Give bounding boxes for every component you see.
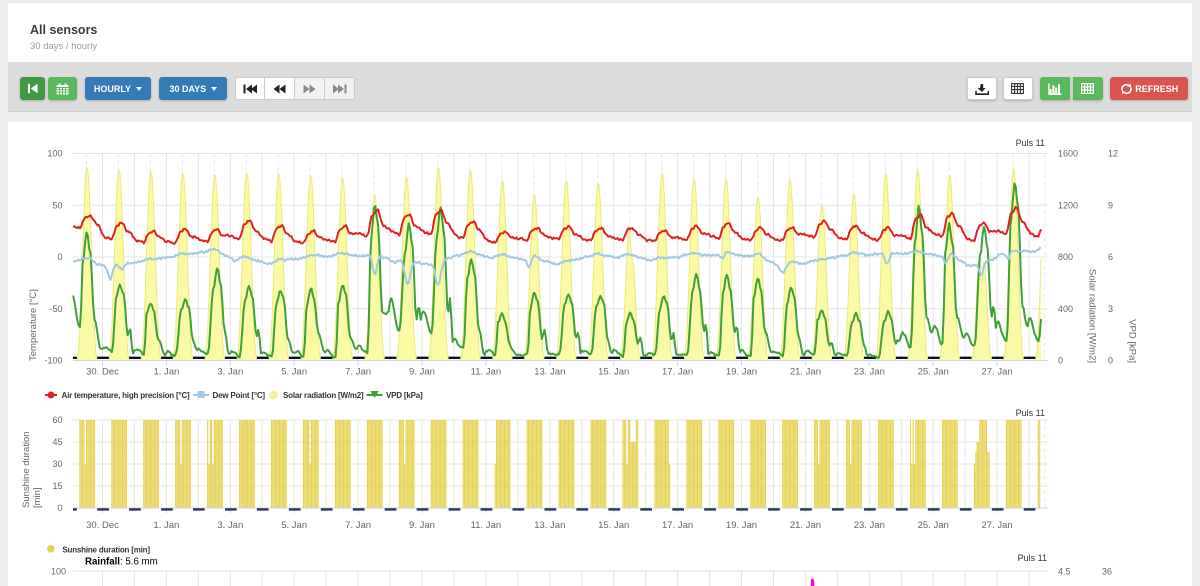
svg-text:36: 36 <box>1102 567 1112 577</box>
svg-text:Sunshine duration [min]: Sunshine duration [min] <box>62 545 150 554</box>
svg-text:0: 0 <box>57 503 62 513</box>
svg-text:50: 50 <box>52 200 62 210</box>
svg-text:9. Jan: 9. Jan <box>409 367 435 378</box>
svg-text:1200: 1200 <box>1058 200 1078 210</box>
svg-text:Puls 11: Puls 11 <box>1016 138 1045 148</box>
svg-text:4.5: 4.5 <box>1058 567 1071 577</box>
svg-text:27. Jan: 27. Jan <box>982 520 1013 531</box>
svg-text:19. Jan: 19. Jan <box>726 367 757 378</box>
svg-text:VPD [kPa]: VPD [kPa] <box>1127 319 1138 363</box>
svg-text:15: 15 <box>52 481 62 491</box>
svg-text:VPD [kPa]: VPD [kPa] <box>386 391 423 400</box>
svg-text:Sunshine duration: Sunshine duration <box>21 431 32 508</box>
svg-text:7. Jan: 7. Jan <box>345 367 371 378</box>
svg-text:21. Jan: 21. Jan <box>790 367 821 378</box>
svg-text:11. Jan: 11. Jan <box>471 520 501 531</box>
svg-text:-100: -100 <box>44 356 62 366</box>
svg-text:Puls 11: Puls 11 <box>1018 553 1047 563</box>
svg-text:-50: -50 <box>49 304 62 314</box>
svg-text:1. Jan: 1. Jan <box>153 520 179 531</box>
svg-text:45: 45 <box>52 437 62 447</box>
svg-text:0: 0 <box>1108 356 1113 366</box>
svg-text:30. Dec: 30. Dec <box>86 520 119 531</box>
svg-text:17. Jan: 17. Jan <box>662 520 693 531</box>
svg-text:5. Jan: 5. Jan <box>281 367 307 378</box>
svg-text:15. Jan: 15. Jan <box>598 367 629 378</box>
svg-text:100: 100 <box>47 149 62 159</box>
svg-text:21. Jan: 21. Jan <box>790 520 821 531</box>
svg-text:1600: 1600 <box>1058 149 1078 159</box>
svg-text:30. Dec: 30. Dec <box>86 367 119 378</box>
svg-text:15. Jan: 15. Jan <box>598 520 629 531</box>
svg-text:19. Jan: 19. Jan <box>726 520 757 531</box>
svg-text:3. Jan: 3. Jan <box>217 520 243 531</box>
svg-text:100: 100 <box>51 567 66 577</box>
svg-text:17. Jan: 17. Jan <box>662 367 693 378</box>
svg-text:Solar radiation [W/m2]: Solar radiation [W/m2] <box>283 391 364 400</box>
svg-text:27. Jan: 27. Jan <box>982 367 1013 378</box>
svg-text:400: 400 <box>1058 304 1073 314</box>
svg-text:[min]: [min] <box>32 487 43 508</box>
svg-text:13. Jan: 13. Jan <box>534 367 565 378</box>
svg-text:Air temperature, high precisio: Air temperature, high precision [°C] <box>62 391 191 400</box>
svg-text:Dew Point [°C]: Dew Point [°C] <box>213 391 266 400</box>
svg-text:11. Jan: 11. Jan <box>471 367 501 378</box>
svg-text:23. Jan: 23. Jan <box>854 367 885 378</box>
svg-text:Temperature [°C]: Temperature [°C] <box>28 289 39 361</box>
svg-text:0: 0 <box>1058 356 1063 366</box>
svg-text:25. Jan: 25. Jan <box>918 367 949 378</box>
svg-text:9: 9 <box>1108 200 1113 210</box>
svg-text:60: 60 <box>52 415 62 425</box>
svg-text:800: 800 <box>1058 252 1073 262</box>
svg-text:12: 12 <box>1108 149 1118 159</box>
svg-text:Rainfall: 5.6 mm: Rainfall: 5.6 mm <box>85 557 158 568</box>
svg-text:25. Jan: 25. Jan <box>918 520 949 531</box>
svg-text:5. Jan: 5. Jan <box>281 520 307 531</box>
svg-text:30: 30 <box>52 459 62 469</box>
svg-text:Puls 11: Puls 11 <box>1016 408 1045 418</box>
svg-text:1. Jan: 1. Jan <box>153 367 179 378</box>
svg-text:7. Jan: 7. Jan <box>345 520 371 531</box>
svg-text:3. Jan: 3. Jan <box>217 367 243 378</box>
svg-text:6: 6 <box>1108 252 1113 262</box>
svg-text:Solar radiation [W/m2]: Solar radiation [W/m2] <box>1087 269 1098 363</box>
svg-text:13. Jan: 13. Jan <box>534 520 565 531</box>
svg-text:23. Jan: 23. Jan <box>854 520 885 531</box>
svg-text:3: 3 <box>1108 304 1113 314</box>
svg-text:0: 0 <box>57 252 62 262</box>
svg-text:9. Jan: 9. Jan <box>409 520 435 531</box>
